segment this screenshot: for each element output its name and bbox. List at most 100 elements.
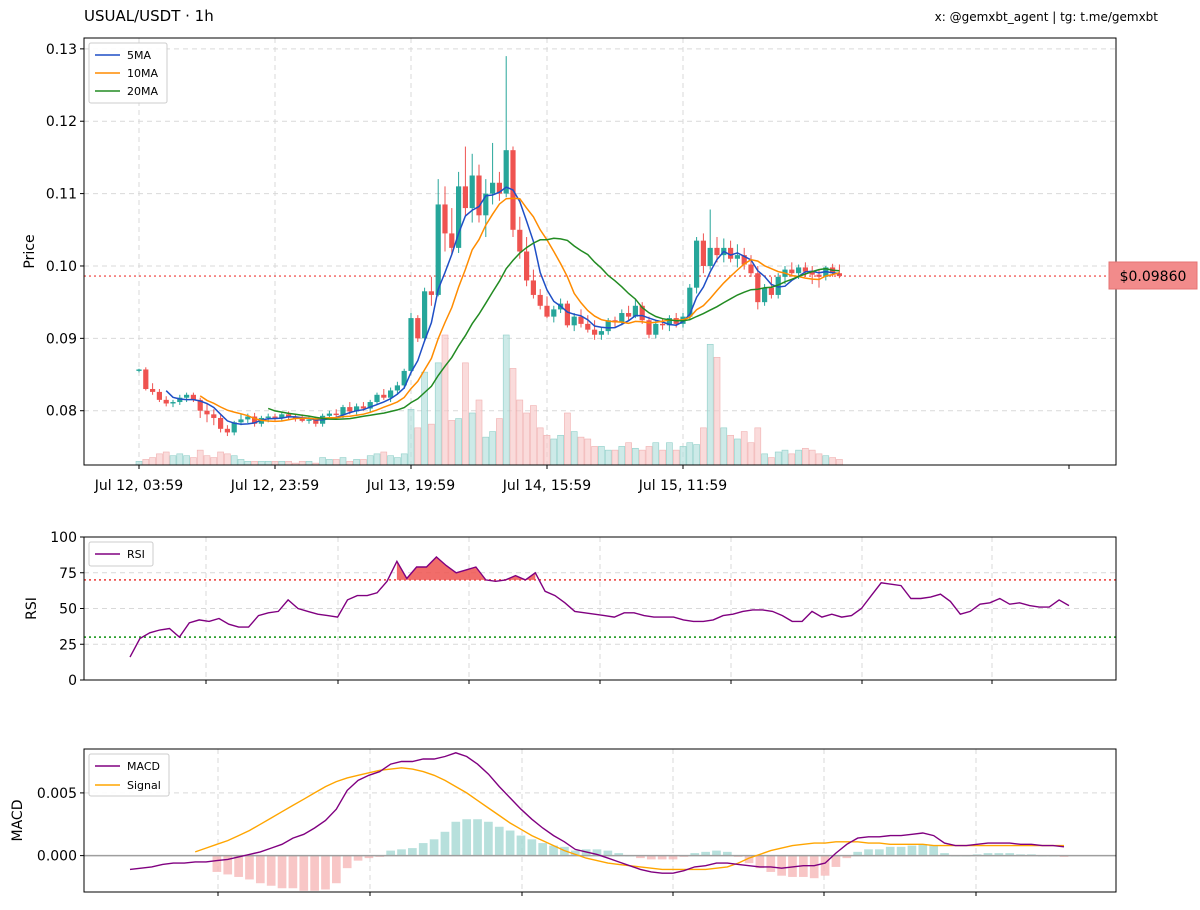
credit-text: x: @gemxbt_agent | tg: t.me/gemxbt bbox=[934, 10, 1158, 24]
macd-histogram-bar bbox=[364, 855, 374, 859]
volume-bar bbox=[591, 446, 598, 466]
price-ytick-label: 0.11 bbox=[46, 187, 77, 203]
volume-bar bbox=[448, 420, 456, 466]
macd-histogram-bar bbox=[592, 849, 602, 856]
volume-bar bbox=[169, 455, 177, 466]
macd-histogram-bar bbox=[885, 846, 895, 856]
candle-body bbox=[367, 402, 373, 409]
volume-bar bbox=[489, 431, 496, 466]
volume-bar bbox=[618, 446, 626, 466]
volume-bar bbox=[468, 412, 476, 466]
candle-body bbox=[224, 428, 230, 433]
volume-bar bbox=[387, 455, 394, 466]
macd-histogram-bar bbox=[994, 853, 1004, 856]
candle-body bbox=[136, 369, 142, 371]
volume-bar bbox=[836, 459, 843, 466]
volume-bar bbox=[625, 442, 632, 466]
macd-histogram-bar bbox=[429, 839, 439, 856]
candle-body bbox=[762, 287, 768, 303]
candle-body bbox=[381, 394, 387, 398]
candle-body bbox=[143, 369, 149, 390]
macd-histogram-bar bbox=[701, 851, 710, 856]
candle-body bbox=[748, 264, 754, 274]
macd-histogram-bar bbox=[473, 819, 482, 856]
macd-histogram-bar bbox=[527, 839, 537, 856]
volume-bar bbox=[502, 334, 510, 466]
volume-bar bbox=[740, 431, 748, 466]
volume-bar bbox=[577, 436, 585, 466]
volume-bar bbox=[285, 460, 292, 466]
candle-body bbox=[517, 229, 523, 252]
volume-bar bbox=[666, 442, 673, 466]
candle-body bbox=[666, 318, 672, 326]
candle-body bbox=[286, 414, 292, 418]
macd-histogram-bar bbox=[288, 855, 298, 889]
volume-bar bbox=[196, 449, 204, 466]
macd-histogram-bar bbox=[299, 855, 309, 891]
volume-bar bbox=[598, 446, 605, 466]
candle-body bbox=[564, 303, 570, 326]
macd-histogram-bar bbox=[940, 853, 949, 856]
ma20-line bbox=[267, 237, 840, 421]
volume-bar bbox=[693, 444, 700, 466]
candle-body bbox=[544, 305, 550, 317]
macd-histogram-bar bbox=[570, 850, 580, 856]
candle-body bbox=[442, 204, 448, 234]
volume-bar bbox=[543, 434, 551, 466]
candle-body bbox=[632, 305, 638, 317]
candle-body bbox=[150, 389, 156, 392]
candle-body bbox=[238, 419, 244, 423]
candle-body bbox=[190, 394, 196, 400]
macd-histogram-bar bbox=[755, 855, 765, 869]
volume-bar bbox=[706, 343, 714, 466]
volume-bar bbox=[570, 431, 578, 466]
candle-body bbox=[245, 416, 251, 420]
candle-body bbox=[469, 175, 475, 209]
volume-bar bbox=[509, 368, 517, 466]
candle-body bbox=[265, 416, 271, 418]
macd-histogram-bar bbox=[255, 855, 265, 884]
rsi-ytick-label: 75 bbox=[59, 566, 77, 582]
candle-body bbox=[394, 385, 400, 391]
candle-body bbox=[707, 247, 713, 266]
volume-bar bbox=[564, 412, 571, 466]
price-legend-box bbox=[88, 42, 168, 104]
candle-body bbox=[571, 316, 577, 326]
volume-bar bbox=[482, 436, 490, 466]
candle-body bbox=[313, 419, 319, 424]
candle-body bbox=[734, 255, 740, 259]
macd-histogram-bar bbox=[462, 819, 472, 856]
volume-bar bbox=[264, 460, 272, 466]
volume-bar bbox=[380, 451, 388, 466]
volume-bar bbox=[754, 427, 762, 466]
last-price-label: $0.09860 bbox=[1120, 269, 1187, 285]
volume-bar bbox=[788, 453, 796, 466]
volume-bar bbox=[156, 453, 163, 466]
volume-bar bbox=[747, 442, 755, 466]
candle-body bbox=[449, 233, 455, 248]
volume-bar bbox=[795, 449, 802, 466]
price-ytick-label: 0.08 bbox=[46, 404, 77, 420]
volume-bar bbox=[203, 455, 211, 466]
candle-body bbox=[156, 391, 162, 400]
price-xtick-label: Jul 12, 23:59 bbox=[230, 478, 319, 494]
candle-body bbox=[816, 274, 822, 277]
volume-bar bbox=[135, 460, 143, 466]
candle-body bbox=[462, 186, 468, 209]
candle-body bbox=[163, 399, 169, 404]
macd-histogram-bar bbox=[820, 855, 830, 876]
volume-bar bbox=[176, 453, 184, 466]
candle-body bbox=[347, 407, 353, 412]
candle-body bbox=[687, 287, 693, 317]
candle-body bbox=[653, 323, 659, 335]
volume-bar bbox=[230, 455, 238, 466]
volume-bar bbox=[400, 453, 408, 466]
macd-histogram-bar bbox=[646, 855, 656, 860]
candle-body bbox=[796, 267, 802, 274]
volume-bar bbox=[686, 442, 694, 466]
volume-bar bbox=[353, 459, 360, 466]
macd-histogram-bar bbox=[310, 855, 319, 891]
rsi-legend-box bbox=[88, 541, 154, 567]
candle-body bbox=[809, 271, 815, 275]
ma5-line bbox=[165, 186, 840, 425]
